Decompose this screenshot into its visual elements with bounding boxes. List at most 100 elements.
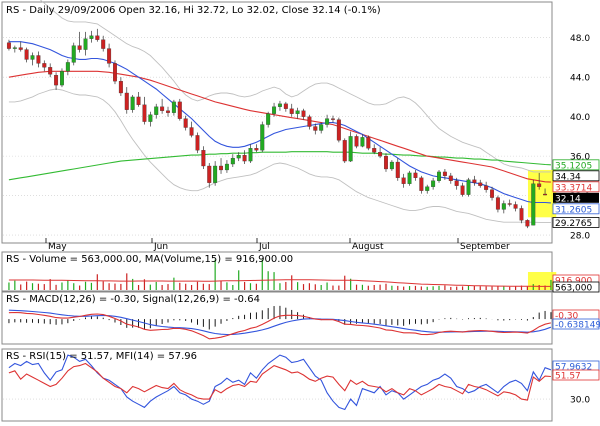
month-label-2: Jul: [258, 242, 270, 252]
right-label-4: 31.2605: [555, 205, 592, 215]
candle-body-89: [531, 183, 536, 226]
candle-body-61: [366, 137, 371, 149]
candle-body-81: [484, 185, 489, 190]
candle-body-64: [384, 155, 388, 170]
price-gridlines: [3, 37, 551, 236]
candle-body-37: [224, 163, 229, 171]
candle-body-55: [330, 118, 335, 120]
candle-body-49: [295, 110, 300, 114]
candle-body-44: [266, 113, 271, 125]
candle-body-41: [248, 148, 253, 162]
right-label-3: 32.14: [555, 194, 581, 204]
candle-body-31: [189, 127, 194, 136]
candle-body-68: [407, 172, 412, 184]
candle-body-4: [30, 55, 35, 60]
candle-body-62: [372, 148, 377, 153]
volume-title: RS - Volume = 563,000.00, MA(Volume,15) …: [6, 254, 293, 265]
candle-body-76: [454, 180, 459, 186]
candle-body-51: [307, 116, 312, 127]
candle-body-24: [148, 114, 153, 122]
right-label-1: 563,000: [555, 284, 592, 294]
candle-body-67: [401, 177, 406, 184]
candle-body-30: [183, 118, 188, 128]
candle-body-6: [42, 63, 47, 68]
candle-body-35: [213, 165, 218, 183]
volume-highlight-box: [527, 272, 557, 290]
candle-body-77: [460, 185, 465, 195]
candle-body-86: [513, 204, 518, 209]
candle-body-63: [378, 152, 383, 157]
right-label-2: 33.3714: [555, 183, 592, 193]
candle-body-43: [260, 124, 265, 151]
macd-line: [8, 311, 552, 340]
candle-body-52: [313, 126, 318, 131]
candle-body-18: [113, 63, 117, 82]
candle-body-56: [336, 119, 341, 141]
candle-body-79: [472, 179, 477, 183]
right-label-box-1: [552, 170, 600, 182]
candle-body-32: [195, 135, 200, 151]
volume-ma-line: [8, 279, 551, 287]
candle-body-36: [219, 165, 224, 171]
price-panel: 28.032.036.040.044.048.0 MayJunJulAugust…: [1, 0, 600, 252]
candle-body-11: [71, 45, 76, 63]
candle-body-29: [177, 101, 182, 119]
ma-red-line: [8, 70, 551, 183]
candle-body-90: [537, 183, 542, 187]
candle-body-13: [83, 38, 88, 50]
rsi-panel-frame: [1, 348, 553, 422]
candle-body-80: [478, 182, 483, 186]
candle-body-10: [65, 62, 70, 72]
candle-body-1: [12, 47, 17, 49]
candle-body-2: [18, 47, 23, 50]
candle-body-75: [448, 175, 453, 181]
candle-body-70: [419, 177, 424, 191]
rsi-y-tick-0: 30.0: [570, 396, 590, 406]
upper-bollinger-line: [39, 0, 551, 173]
month-label-0: May: [48, 242, 67, 252]
month-label-3: August: [352, 242, 384, 252]
right-label-1: 34.34: [555, 172, 581, 182]
candle-body-45: [272, 106, 277, 114]
candle-body-87: [519, 208, 524, 221]
candle-body-88: [525, 220, 530, 227]
right-label-1: -0.638149: [555, 321, 600, 331]
candle-body-38: [230, 157, 235, 165]
candle-body-69: [413, 172, 418, 178]
candle-body-15: [95, 35, 100, 40]
candle-body-8: [54, 75, 59, 86]
candle-body-40: [242, 154, 247, 162]
month-label-1: Jun: [153, 242, 168, 252]
candle-body-17: [107, 48, 112, 64]
ma-green-line: [8, 151, 551, 181]
candle-body-23: [142, 104, 147, 122]
candle-body-33: [201, 150, 206, 167]
macd-lines: [8, 309, 552, 340]
candle-body-9: [59, 71, 64, 86]
candle-body-19: [118, 80, 123, 94]
candle-body-50: [301, 110, 306, 117]
candle-body-26: [160, 106, 165, 111]
volume-ma-line: [8, 279, 551, 287]
right-label-box-4: [552, 203, 600, 215]
ma-blue-line: [8, 41, 551, 204]
candle-body-39: [236, 154, 241, 159]
candle-body-25: [154, 106, 159, 115]
candle-body-73: [437, 171, 441, 181]
price-y-tick-0: 28.0: [570, 232, 590, 242]
candle-body-42: [254, 148, 259, 151]
candle-body-47: [283, 103, 288, 109]
volume-highlight-rect: [527, 272, 557, 290]
candle-body-83: [495, 197, 500, 210]
lower-bollinger-line: [8, 88, 551, 223]
price-y-tick-2: 36.0: [570, 153, 590, 163]
rsi-y-ticks: 30.0: [570, 396, 590, 406]
candle-body-82: [490, 189, 495, 198]
volume-panel-frame: [1, 251, 553, 292]
right-label-0: 57.9632: [555, 363, 592, 373]
